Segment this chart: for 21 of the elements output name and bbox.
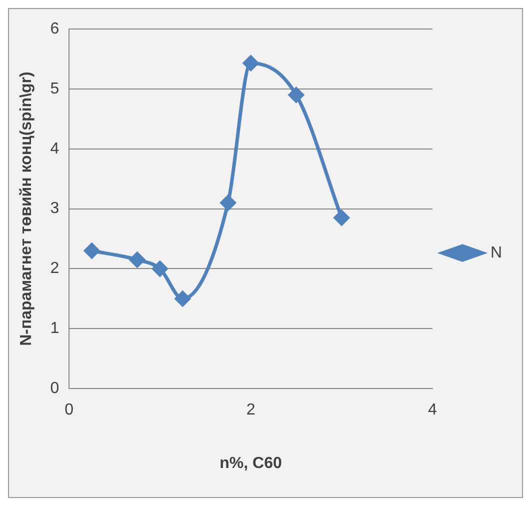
y-tick-label: 0	[50, 380, 60, 398]
point	[288, 87, 304, 103]
point	[129, 252, 145, 268]
x-tick-label: 2	[246, 402, 256, 419]
point	[220, 195, 236, 211]
legend-label: N	[490, 244, 502, 262]
y-axis-title: N-парамагнет төвийн конц(spin\gr)	[18, 72, 36, 346]
point	[84, 243, 100, 259]
x-axis-title: n%, C60	[220, 454, 282, 472]
y-tick-label: 5	[50, 80, 60, 98]
point	[334, 210, 350, 226]
y-tick-label: 2	[50, 260, 60, 278]
x-tick-label: 0	[64, 402, 74, 419]
point	[243, 55, 259, 71]
y-tick-label: 6	[50, 20, 60, 38]
x-tick-label: 4	[428, 402, 437, 419]
y-tick-label: 3	[50, 200, 60, 218]
point	[174, 290, 190, 306]
point	[152, 260, 168, 276]
y-tick-label: 1	[50, 320, 60, 338]
y-tick-label: 4	[50, 140, 60, 158]
